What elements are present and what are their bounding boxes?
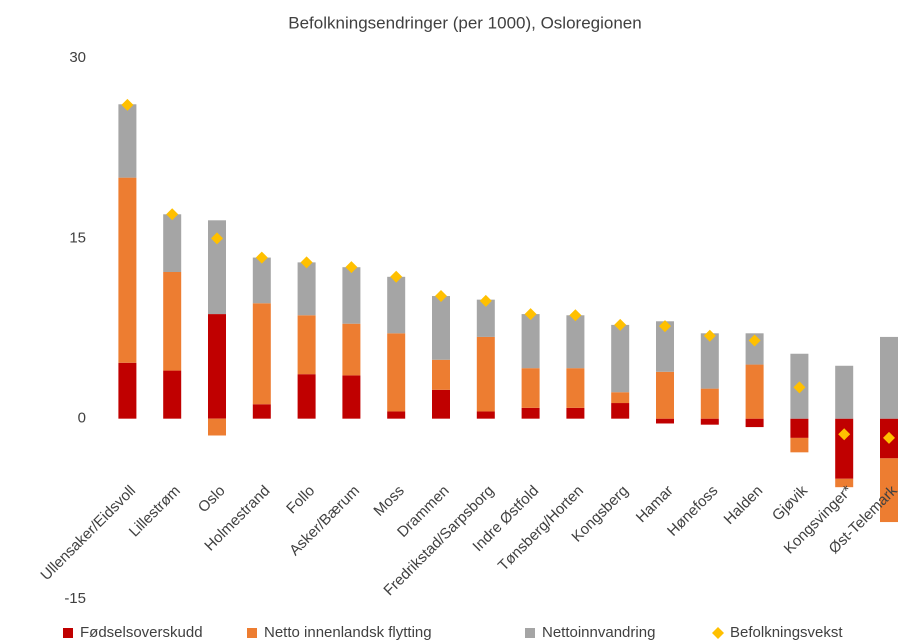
- bar-segment: [835, 365, 854, 419]
- bar-segment: [745, 364, 764, 419]
- bar-segment: [118, 104, 137, 178]
- y-tick-label: 15: [69, 229, 86, 246]
- bar-segment: [476, 299, 495, 337]
- marker: [166, 208, 179, 221]
- bar-segment: [387, 411, 406, 419]
- y-tick-label: -15: [64, 590, 86, 607]
- bar-segment: [297, 262, 316, 316]
- bar-segment: [252, 257, 271, 304]
- legend-swatch: [247, 628, 257, 638]
- bar-segment: [880, 336, 898, 419]
- marker: [479, 294, 492, 307]
- bar-segment: [432, 389, 450, 419]
- bar-segment: [700, 333, 719, 389]
- marker: [300, 256, 313, 269]
- bar-segment: [700, 418, 719, 425]
- bar-segment: [208, 314, 226, 419]
- marker: [211, 232, 223, 245]
- x-tick-label: Ullensaker/Eidsvoll: [37, 482, 139, 584]
- bar-segment: [387, 333, 406, 412]
- marker: [121, 98, 134, 111]
- bar-segment: [611, 392, 630, 404]
- bar-segment: [880, 458, 898, 523]
- y-tick-label: 30: [69, 49, 86, 66]
- bar-segment: [208, 418, 226, 436]
- bar-segment: [163, 370, 182, 419]
- bar-segment: [342, 375, 361, 419]
- marker: [390, 270, 403, 283]
- chart-title: Befolkningsendringer (per 1000), Osloreg…: [288, 13, 641, 32]
- bar-segment: [521, 407, 540, 419]
- legend-marker: [712, 627, 724, 639]
- x-tick-label: Gjøvik: [769, 482, 811, 524]
- marker: [793, 381, 806, 394]
- bar-segment: [656, 418, 674, 424]
- bar-segment: [566, 407, 585, 419]
- y-tick-label: 0: [78, 410, 86, 427]
- x-tick-label: Halden: [721, 482, 767, 528]
- bar-segment: [297, 315, 316, 375]
- x-tick-label: Oslo: [195, 482, 229, 516]
- bar-segment: [656, 321, 674, 372]
- bar-segment: [118, 177, 137, 363]
- legend-swatch: [63, 628, 73, 638]
- bar-segment: [835, 418, 854, 479]
- marker: [345, 261, 358, 274]
- bar-segment: [521, 314, 540, 369]
- legend-label: Befolkningsvekst: [730, 624, 843, 641]
- bar-segment: [476, 411, 495, 419]
- bar-segment: [745, 418, 764, 428]
- legend-label: Netto innenlandsk flytting: [264, 624, 432, 641]
- bar-segment: [432, 296, 450, 360]
- bar-segment: [432, 359, 450, 390]
- bar-segment: [252, 303, 271, 405]
- bar-segment: [566, 368, 585, 408]
- bar-segment: [342, 323, 361, 376]
- marker: [659, 320, 671, 333]
- marker: [435, 290, 447, 303]
- bar-segment: [387, 276, 406, 334]
- marker: [524, 308, 537, 321]
- marker: [838, 428, 851, 441]
- bar-segment: [700, 388, 719, 419]
- bar-segment: [566, 315, 585, 369]
- x-tick-label: Hamar: [633, 482, 677, 526]
- bar-segment: [790, 437, 809, 453]
- bar-segment: [252, 404, 271, 419]
- legend-label: Fødselsoverskudd: [80, 624, 203, 641]
- bar-segment: [208, 220, 226, 315]
- marker: [569, 309, 582, 322]
- bar-segment: [297, 374, 316, 419]
- x-tick-label: Follo: [283, 482, 318, 517]
- bar-segment: [790, 418, 809, 438]
- marker: [883, 431, 895, 444]
- bar-segment: [611, 324, 630, 393]
- marker: [703, 329, 716, 342]
- legend-label: Nettoinnvandring: [542, 624, 655, 641]
- marker: [748, 334, 761, 347]
- bar-segment: [521, 368, 540, 408]
- legend-swatch: [525, 628, 535, 638]
- x-tick-label: Moss: [370, 482, 407, 519]
- bar-segment: [342, 267, 361, 324]
- bar-segment: [656, 371, 674, 419]
- bar-segment: [118, 362, 137, 419]
- marker: [614, 318, 627, 331]
- bar-segment: [611, 403, 630, 419]
- bar-segment: [163, 271, 182, 371]
- bar-segment: [163, 214, 182, 272]
- marker: [255, 251, 268, 264]
- bar-segment: [476, 336, 495, 412]
- bar-segment: [835, 478, 854, 488]
